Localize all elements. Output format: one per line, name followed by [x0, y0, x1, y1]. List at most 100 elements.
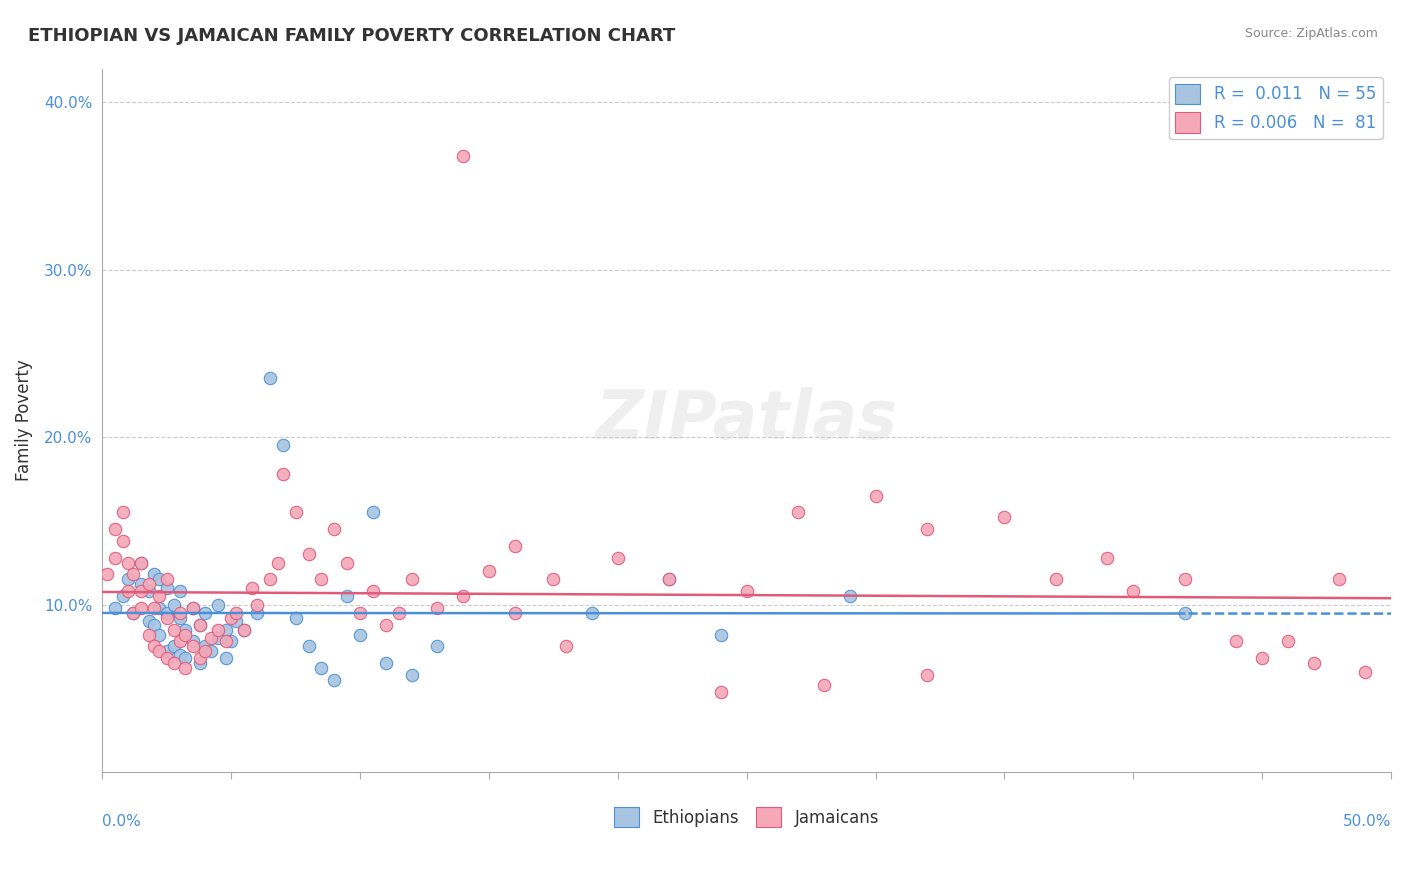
Point	[148, 628, 170, 642]
Point	[993, 510, 1015, 524]
Point	[336, 556, 359, 570]
Point	[401, 573, 423, 587]
Point	[271, 467, 294, 481]
Point	[111, 505, 134, 519]
Point	[426, 640, 449, 654]
Point	[156, 611, 179, 625]
Point	[169, 611, 191, 625]
Point	[606, 550, 628, 565]
Point	[181, 640, 204, 654]
Point	[1122, 584, 1144, 599]
Point	[838, 589, 860, 603]
Point	[233, 623, 256, 637]
Point	[169, 634, 191, 648]
Point	[215, 634, 238, 648]
Point	[138, 628, 160, 642]
Point	[138, 615, 160, 629]
Point	[148, 589, 170, 603]
Point	[1174, 573, 1197, 587]
Point	[1302, 656, 1324, 670]
Point	[117, 556, 139, 570]
Point	[188, 651, 211, 665]
Point	[173, 623, 195, 637]
Point	[117, 584, 139, 599]
Point	[156, 581, 179, 595]
Point	[188, 656, 211, 670]
Point	[104, 522, 127, 536]
Point	[787, 505, 810, 519]
Point	[543, 573, 565, 587]
Point	[1329, 573, 1351, 587]
Point	[173, 661, 195, 675]
Point	[129, 584, 152, 599]
Point	[122, 606, 145, 620]
Point	[915, 522, 938, 536]
Point	[710, 684, 733, 698]
Point	[194, 644, 217, 658]
Point	[173, 651, 195, 665]
Point	[297, 640, 319, 654]
Point	[1354, 665, 1376, 679]
Point	[426, 600, 449, 615]
Point	[225, 606, 247, 620]
Point	[138, 584, 160, 599]
Point	[181, 634, 204, 648]
Point	[297, 547, 319, 561]
Text: ZIPatlas: ZIPatlas	[596, 387, 897, 453]
Point	[813, 678, 835, 692]
Point	[266, 556, 288, 570]
Point	[173, 628, 195, 642]
Point	[401, 668, 423, 682]
Point	[1097, 550, 1119, 565]
Point	[865, 489, 887, 503]
Point	[142, 640, 165, 654]
Point	[156, 573, 179, 587]
Point	[503, 539, 526, 553]
Point	[142, 567, 165, 582]
Text: 50.0%: 50.0%	[1343, 814, 1391, 830]
Point	[710, 628, 733, 642]
Point	[349, 606, 371, 620]
Point	[271, 438, 294, 452]
Text: Source: ZipAtlas.com: Source: ZipAtlas.com	[1244, 27, 1378, 40]
Point	[156, 651, 179, 665]
Point	[142, 617, 165, 632]
Point	[163, 656, 186, 670]
Point	[323, 522, 346, 536]
Point	[1225, 634, 1247, 648]
Point	[1277, 634, 1299, 648]
Point	[1174, 606, 1197, 620]
Point	[181, 600, 204, 615]
Point	[915, 668, 938, 682]
Point	[188, 617, 211, 632]
Point	[215, 651, 238, 665]
Point	[219, 611, 242, 625]
Y-axis label: Family Poverty: Family Poverty	[15, 359, 32, 481]
Point	[259, 371, 281, 385]
Point	[658, 573, 681, 587]
Point	[129, 600, 152, 615]
Point	[104, 600, 127, 615]
Point	[111, 589, 134, 603]
Point	[207, 623, 229, 637]
Point	[658, 573, 681, 587]
Point	[169, 584, 191, 599]
Point	[374, 617, 396, 632]
Point	[1045, 573, 1067, 587]
Point	[156, 644, 179, 658]
Point	[219, 634, 242, 648]
Point	[259, 573, 281, 587]
Point	[188, 617, 211, 632]
Point	[122, 567, 145, 582]
Point	[129, 577, 152, 591]
Point	[503, 606, 526, 620]
Point	[215, 623, 238, 637]
Point	[284, 505, 307, 519]
Point	[111, 533, 134, 548]
Point	[117, 573, 139, 587]
Text: ETHIOPIAN VS JAMAICAN FAMILY POVERTY CORRELATION CHART: ETHIOPIAN VS JAMAICAN FAMILY POVERTY COR…	[28, 27, 675, 45]
Point	[169, 606, 191, 620]
Point	[163, 640, 186, 654]
Point	[148, 644, 170, 658]
Point	[349, 628, 371, 642]
